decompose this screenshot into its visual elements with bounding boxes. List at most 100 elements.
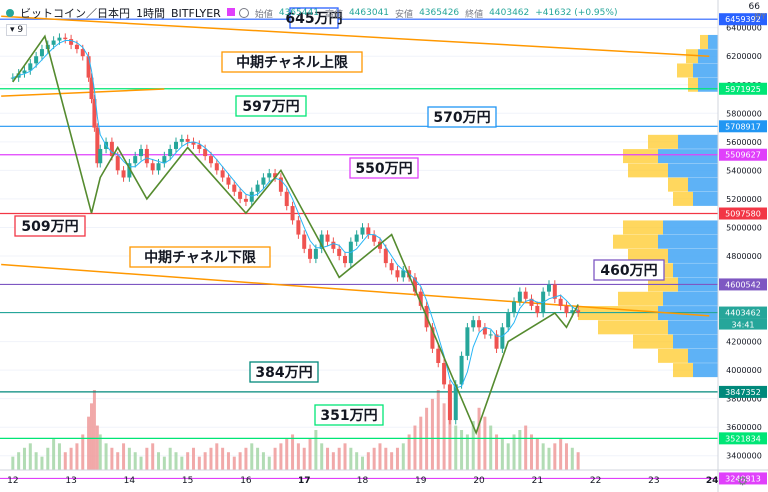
volume-bar bbox=[261, 452, 265, 470]
change-value: +41632 (+0.95%) bbox=[535, 8, 618, 18]
candle-body bbox=[465, 327, 470, 356]
settings-gear-icon[interactable]: ⚙ bbox=[737, 474, 748, 488]
volume-bar bbox=[203, 452, 207, 470]
price-label: 3847352 bbox=[725, 388, 761, 397]
x-tick-label: 19 bbox=[415, 476, 427, 486]
candle-body bbox=[220, 170, 225, 178]
open-value: 4365441 bbox=[278, 8, 319, 18]
moving-average-line bbox=[12, 40, 579, 389]
volume-profile-down bbox=[613, 234, 658, 249]
interval-label[interactable]: 1時間 bbox=[136, 7, 165, 20]
candle-body bbox=[144, 148, 149, 164]
price-label: 5971925 bbox=[725, 85, 761, 94]
candle-body bbox=[197, 144, 202, 149]
y-tick-label: 5600000 bbox=[726, 138, 762, 147]
price-label-bg bbox=[719, 207, 767, 220]
circle-icon[interactable] bbox=[238, 8, 249, 18]
candle-body bbox=[121, 170, 126, 178]
low-label: 安値 bbox=[395, 9, 414, 20]
candle-body bbox=[63, 37, 68, 40]
candle-body bbox=[319, 234, 324, 249]
y-tick-label: 3800000 bbox=[726, 395, 762, 404]
y-tick-label: 3600000 bbox=[726, 423, 762, 432]
candle-body bbox=[203, 148, 208, 157]
volume-bar bbox=[576, 452, 580, 470]
candle-body bbox=[39, 49, 44, 57]
volume-bar bbox=[331, 452, 335, 470]
volume-bar bbox=[209, 447, 213, 470]
symbol-name[interactable]: ビットコイン／日本円 bbox=[20, 7, 130, 20]
volume-profile-up bbox=[663, 291, 718, 306]
volume-profile-up bbox=[663, 220, 718, 235]
candle-body bbox=[412, 277, 417, 292]
volume-profile-down bbox=[618, 291, 663, 306]
annotation-label: 550万円 bbox=[355, 161, 412, 177]
volume-bar bbox=[530, 434, 534, 470]
volume-bar bbox=[395, 447, 399, 470]
volume-profile-down bbox=[623, 149, 658, 164]
candle-body bbox=[570, 310, 575, 314]
x-tick-label: 20 bbox=[473, 476, 485, 486]
candle-body bbox=[529, 298, 534, 306]
volume-profile-up bbox=[673, 334, 718, 349]
volume-bar bbox=[221, 447, 225, 470]
candle-body bbox=[308, 248, 313, 259]
volume-bar bbox=[162, 456, 166, 470]
volume-profile-down bbox=[688, 77, 698, 92]
candle-body bbox=[331, 241, 336, 249]
candle-body bbox=[576, 310, 581, 313]
volume-bar bbox=[489, 425, 493, 470]
annotation-box bbox=[349, 157, 419, 179]
header-icons bbox=[226, 8, 249, 18]
volume-bar bbox=[559, 438, 563, 470]
candle-body bbox=[564, 305, 569, 314]
candle-body bbox=[255, 184, 260, 192]
candle-body bbox=[523, 291, 528, 299]
volume-bar bbox=[366, 452, 370, 470]
candle-body bbox=[98, 148, 103, 164]
price-label: 5708917 bbox=[725, 122, 761, 131]
candle-body bbox=[296, 220, 301, 235]
candle-body bbox=[95, 127, 100, 164]
volume-bar bbox=[40, 456, 44, 470]
volume-profile-down bbox=[686, 49, 698, 64]
annotation-label: 384万円 bbox=[255, 365, 312, 381]
volume-bar bbox=[11, 456, 15, 470]
volume-profile-down bbox=[658, 348, 688, 363]
indicator-toggle[interactable]: ▾ 9 bbox=[6, 24, 28, 36]
candle-body bbox=[290, 206, 295, 221]
candle-body bbox=[552, 284, 557, 299]
volume-bar bbox=[168, 447, 172, 470]
annotation-box bbox=[314, 404, 384, 426]
price-label-bg bbox=[719, 306, 767, 319]
volume-bar bbox=[98, 434, 102, 470]
volume-bar bbox=[52, 438, 56, 470]
x-tick-label: 17 bbox=[298, 476, 311, 486]
candle-body bbox=[471, 320, 476, 328]
candle-body bbox=[442, 362, 447, 385]
volume-bar bbox=[355, 452, 359, 470]
candle-body bbox=[343, 255, 348, 264]
annotation-box bbox=[129, 246, 271, 268]
candle-body bbox=[273, 173, 278, 178]
volume-profile-down bbox=[628, 163, 668, 178]
volume-bar bbox=[92, 390, 96, 470]
volume-bar bbox=[512, 434, 516, 470]
x-tick-label: 16 bbox=[240, 476, 252, 486]
annotation-label: 中期チャネル下限 bbox=[144, 249, 256, 266]
candle-body bbox=[22, 70, 27, 74]
volume-bar bbox=[471, 421, 475, 470]
volume-bar bbox=[151, 443, 155, 470]
volume-bar bbox=[145, 447, 149, 470]
candle-body bbox=[337, 248, 342, 256]
candle-body bbox=[558, 298, 563, 306]
volume-profile-up bbox=[688, 348, 718, 363]
candle-body bbox=[86, 56, 91, 78]
currency-label: JPY bbox=[754, 12, 766, 21]
flag-icon[interactable] bbox=[226, 8, 235, 16]
volume-profile-up bbox=[698, 77, 718, 92]
indicator-count: 9 bbox=[17, 25, 24, 35]
x-tick-label: 14 bbox=[124, 476, 136, 486]
annotation-box bbox=[14, 215, 86, 237]
